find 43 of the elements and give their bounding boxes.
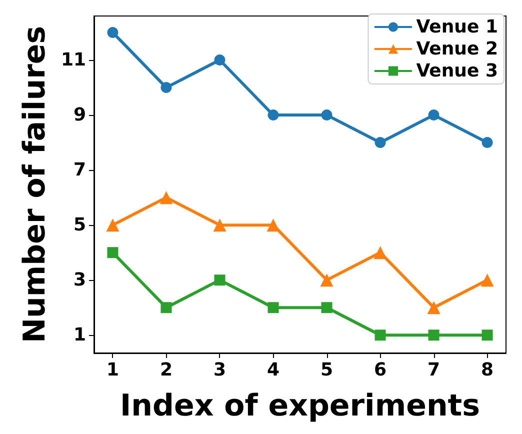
point xyxy=(107,247,118,258)
point xyxy=(321,110,332,121)
y-tick-label: 3 xyxy=(73,270,86,291)
x-tick-label: 7 xyxy=(428,360,440,380)
point xyxy=(213,218,226,232)
x-tick-label: 3 xyxy=(213,360,226,380)
point xyxy=(160,302,172,314)
y-tick-label: 1 xyxy=(73,324,86,346)
x-tick-label: 4 xyxy=(266,360,280,380)
point xyxy=(480,274,494,287)
point xyxy=(266,218,280,232)
point xyxy=(482,330,493,341)
y-tick-label: 9 xyxy=(73,104,86,126)
x-tick-label: 6 xyxy=(374,360,387,380)
point xyxy=(268,302,279,314)
point xyxy=(160,82,172,94)
point xyxy=(107,27,118,38)
point xyxy=(321,302,332,314)
point xyxy=(214,54,226,66)
point xyxy=(482,137,493,148)
point xyxy=(214,274,226,286)
point xyxy=(374,330,386,341)
point xyxy=(268,110,279,121)
x-tick-label: 8 xyxy=(481,360,494,380)
legend-label: Venue 3 xyxy=(416,60,498,82)
x-tick-label: 2 xyxy=(160,360,172,380)
point xyxy=(374,137,386,148)
y-axis-title: Number of failures xyxy=(18,26,52,344)
legend-label: Venue 2 xyxy=(416,38,498,60)
point xyxy=(106,218,120,232)
point xyxy=(428,110,440,121)
y-tick-label: 11 xyxy=(60,50,86,71)
y-tick-label: 7 xyxy=(73,160,86,181)
point xyxy=(428,330,440,341)
point xyxy=(374,246,387,260)
x-tick-label: 5 xyxy=(320,360,334,380)
point xyxy=(320,274,334,287)
point xyxy=(427,301,440,314)
legend-label: Venue 1 xyxy=(416,16,498,38)
x-tick-label: 1 xyxy=(106,360,119,380)
point xyxy=(160,191,173,204)
y-tick-label: 5 xyxy=(73,214,86,236)
x-axis-title: Index of experiments xyxy=(120,388,480,424)
